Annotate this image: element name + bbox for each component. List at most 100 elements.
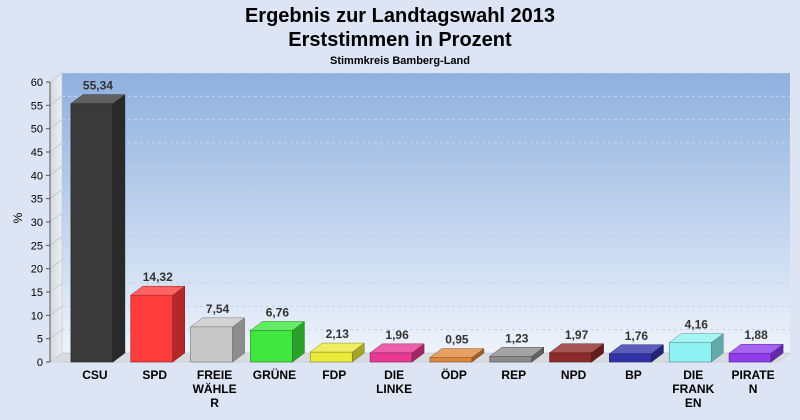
bar-front — [130, 294, 174, 363]
grid-line-wall — [49, 259, 63, 270]
bar-value-label: 55,34 — [83, 79, 113, 93]
grid-line-wall — [49, 189, 63, 200]
category-label: EN — [685, 396, 702, 410]
bar-value-label: 4,16 — [685, 318, 709, 332]
bar-bp — [608, 344, 665, 363]
category-label: WÄHLE — [193, 381, 237, 396]
y-tick-label: 30 — [31, 217, 43, 229]
category-label: DIE — [384, 368, 404, 382]
y-tick-label: 55 — [31, 100, 43, 112]
category-label: ÖDP — [441, 367, 467, 382]
bar-top — [429, 348, 485, 358]
bar-top — [249, 321, 306, 331]
bar-value-label: 1,88 — [744, 328, 768, 342]
bar-dielinke — [369, 343, 425, 363]
bar-top — [369, 343, 425, 354]
category-label: SPD — [142, 368, 167, 382]
bar-top — [668, 333, 724, 343]
bar-piraten — [728, 343, 784, 363]
bar-top — [130, 285, 186, 296]
bar-top — [189, 317, 246, 328]
y-tick-label: 40 — [31, 170, 43, 182]
grid-line-wall — [49, 142, 63, 153]
grid-line-wall — [49, 72, 63, 83]
grid-line-wall — [49, 165, 63, 176]
grid-line-wall — [49, 95, 63, 106]
bar-top — [548, 343, 605, 354]
category-label: NPD — [561, 368, 587, 382]
bar-front — [70, 103, 114, 363]
bar-value-label: 14,32 — [143, 270, 173, 284]
category-label: N — [749, 382, 758, 396]
bar-value-label: 6,76 — [266, 305, 290, 319]
y-axis-label: % — [11, 212, 25, 223]
bar-value-label: 7,54 — [206, 302, 230, 316]
bar-value-label: 0,95 — [445, 333, 469, 347]
bar-top — [608, 344, 665, 355]
bar-front — [609, 353, 652, 363]
category-label: GRÜNE — [253, 367, 296, 382]
bar-front — [190, 326, 233, 363]
y-axis-ticks: 0 5 10 15 20 25 30 35 40 45 50 55 60 — [31, 77, 51, 369]
bars: 55,34 14,32 7,54 6,76 2,13 1,96 0,95 1,23 1,97 1,… — [70, 79, 784, 363]
category-label: CSU — [82, 368, 107, 382]
grid-line-wall — [49, 329, 63, 340]
category-label: BP — [625, 368, 642, 382]
grid-line-wall — [49, 212, 63, 223]
y-tick-label: 25 — [31, 240, 43, 252]
y-tick-label: 35 — [31, 194, 43, 206]
category-label: REP — [501, 368, 526, 382]
bar-front — [429, 357, 473, 363]
bar-value-label: 1,76 — [625, 329, 649, 343]
bar-front — [668, 342, 712, 363]
category-label: FRANK — [672, 382, 714, 396]
category-label: FREIE — [197, 368, 232, 382]
bar-side — [112, 94, 126, 363]
bar-top — [489, 347, 545, 357]
bar-freiewähler — [189, 317, 246, 363]
bar-top — [70, 94, 126, 104]
bar-value-label: 1,23 — [505, 331, 529, 345]
bar-front — [309, 351, 353, 363]
category-label: FDP — [322, 368, 346, 382]
bar-top — [728, 343, 784, 354]
bar-csu — [70, 94, 126, 363]
grid-line-wall — [49, 305, 63, 316]
bar-grüne — [249, 320, 306, 363]
grid-line-wall — [49, 119, 63, 130]
category-label: DIE — [683, 368, 703, 382]
y-tick-label: 45 — [31, 147, 43, 159]
bar-side — [172, 285, 185, 363]
bar-ödp — [429, 348, 485, 363]
y-tick-label: 5 — [37, 334, 43, 346]
y-tick-label: 60 — [31, 77, 43, 89]
bar-value-label: 1,96 — [385, 328, 409, 342]
bar-value-label: 1,97 — [565, 328, 589, 342]
bar-fdp — [309, 342, 365, 363]
y-tick-label: 20 — [31, 264, 43, 276]
bar-spd — [130, 285, 186, 363]
bar-front — [369, 352, 413, 363]
bar-rep — [489, 346, 545, 363]
category-label: PIRATE — [732, 368, 775, 382]
grid-line-wall — [49, 235, 63, 246]
chart-subtitle: Erststimmen in Prozent — [288, 29, 512, 51]
bar-front — [549, 352, 592, 363]
chart-subtitle-district: Stimmkreis Bamberg-Land — [330, 55, 470, 67]
bar-top — [309, 342, 365, 353]
bar-front — [489, 355, 533, 363]
bar-diefranken — [668, 333, 724, 363]
y-tick-label: 10 — [31, 310, 43, 322]
bar-front — [250, 330, 293, 363]
category-label: R — [210, 396, 219, 410]
y-tick-label: 50 — [31, 124, 43, 136]
y-tick-label: 0 — [37, 357, 43, 369]
bar-front — [728, 352, 772, 363]
bar-npd — [548, 343, 605, 363]
y-tick-label: 15 — [31, 287, 43, 299]
bar-value-label: 2,13 — [326, 327, 350, 341]
category-label: LINKE — [376, 382, 412, 396]
grid-line-wall — [49, 282, 63, 293]
